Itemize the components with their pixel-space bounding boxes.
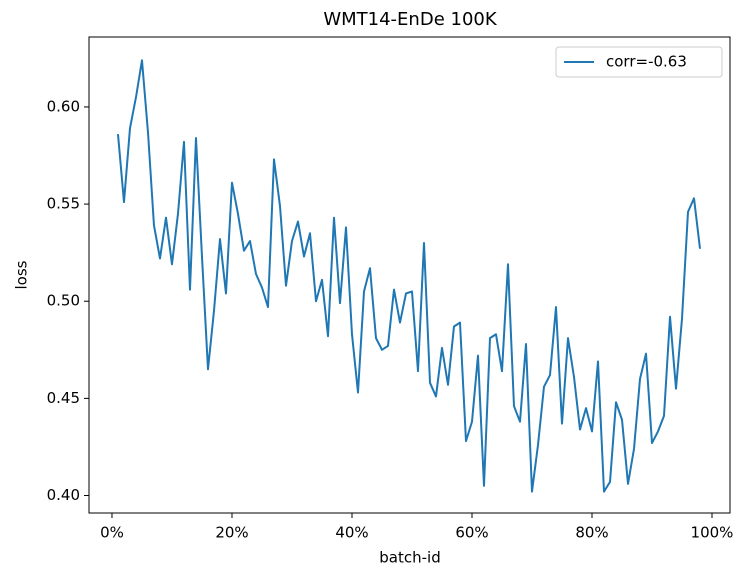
plot-frame [88, 36, 731, 514]
x-tick-label: 80% [575, 524, 608, 542]
y-tick-label: 0.45 [47, 389, 80, 407]
x-tick-label: 20% [215, 524, 248, 542]
chart-title: WMT14-EnDe 100K [323, 9, 498, 30]
y-tick-label: 0.50 [47, 292, 80, 310]
x-axis-label: batch-id [379, 549, 440, 567]
x-tick-label: 0% [100, 524, 124, 542]
x-tick-label: 40% [335, 524, 368, 542]
y-tick-label: 0.40 [47, 486, 80, 504]
y-tick-label: 0.60 [47, 97, 80, 115]
y-axis-label: loss [13, 260, 31, 289]
y-tick-label: 0.55 [47, 195, 80, 213]
x-tick-label: 60% [455, 524, 488, 542]
legend-label: corr=-0.63 [606, 53, 687, 71]
x-tick-label: 100% [691, 524, 734, 542]
line-series [116, 59, 701, 493]
legend-box [555, 46, 723, 78]
